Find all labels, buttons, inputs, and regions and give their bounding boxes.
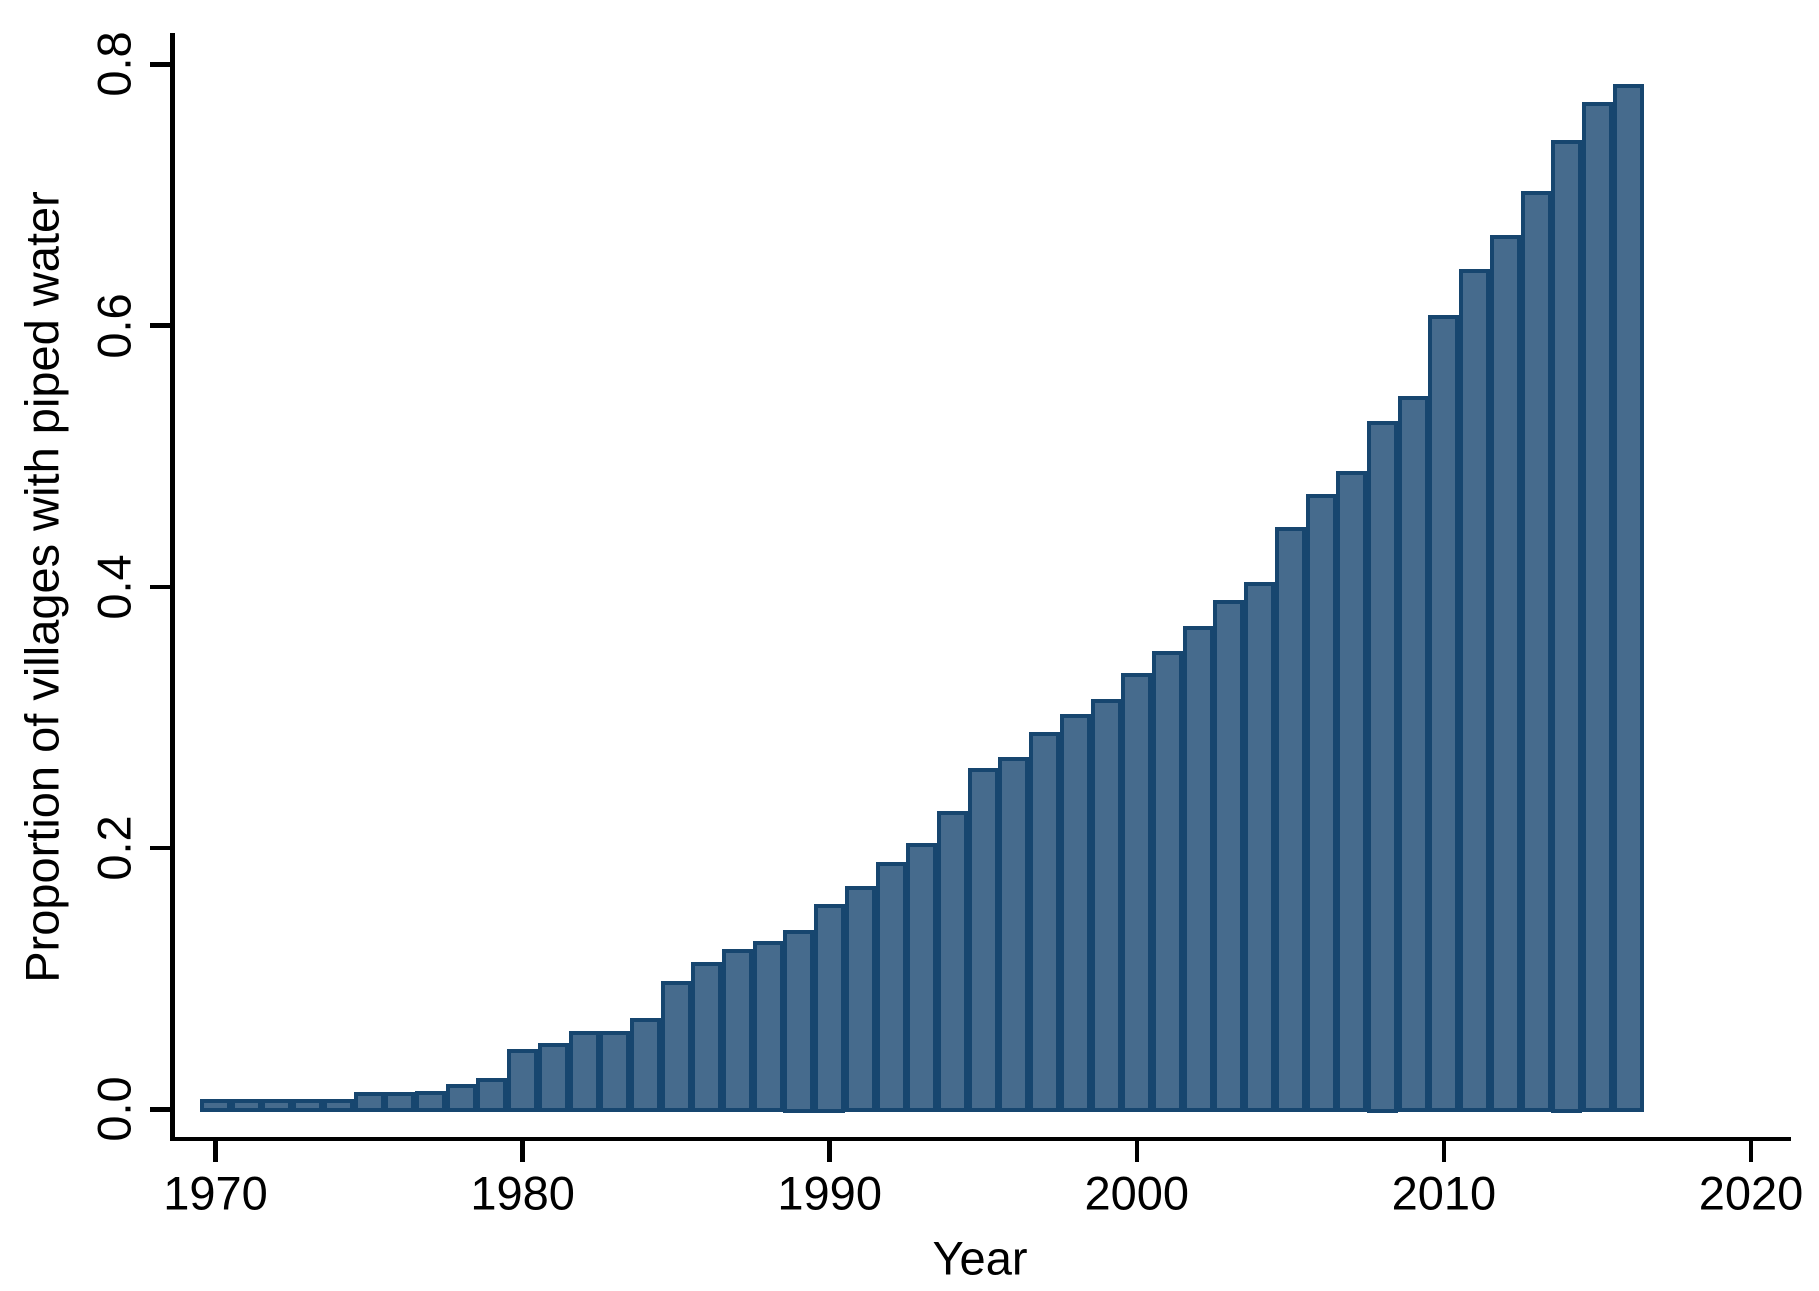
bar-1974 <box>322 1098 354 1113</box>
bar-1989 <box>783 930 815 1113</box>
x-axis-line <box>170 1136 1791 1142</box>
bar-2008 <box>1366 420 1398 1113</box>
y-tick-0.6 <box>149 323 170 328</box>
x-axis-title: Year <box>932 1231 1028 1285</box>
y-tick-label: 0.6 <box>87 292 141 359</box>
bar-1976 <box>384 1092 416 1113</box>
bar-1999 <box>1090 699 1122 1113</box>
y-axis-title: Proportion of villages with piped water <box>15 191 69 983</box>
bar-1984 <box>629 1017 661 1113</box>
bar-1970 <box>200 1098 231 1113</box>
bar-1997 <box>1029 731 1061 1113</box>
bar-1987 <box>722 948 754 1113</box>
bar-2010 <box>1428 315 1460 1113</box>
x-tick-1980 <box>520 1141 525 1162</box>
bar-1977 <box>414 1091 446 1113</box>
bar-2014 <box>1551 140 1583 1113</box>
bar-2004 <box>1244 581 1276 1113</box>
x-tick-label: 1970 <box>163 1166 268 1220</box>
x-tick-2010 <box>1441 1141 1447 1162</box>
bar-1981 <box>537 1042 569 1113</box>
bar-1980 <box>507 1049 539 1113</box>
bar-1986 <box>691 961 723 1113</box>
x-tick-1970 <box>213 1141 218 1162</box>
bar-1983 <box>599 1030 631 1113</box>
y-tick-0.0 <box>149 1107 170 1112</box>
y-tick-label: 0.2 <box>87 815 141 881</box>
bar-2012 <box>1489 235 1521 1113</box>
bar-2005 <box>1274 526 1306 1113</box>
bar-1982 <box>568 1030 600 1113</box>
y-tick-label: 0.4 <box>87 554 141 620</box>
bar-2011 <box>1459 269 1491 1113</box>
bar-2001 <box>1152 650 1183 1113</box>
bar-1978 <box>445 1084 477 1113</box>
bar-2013 <box>1520 191 1552 1113</box>
bar-1973 <box>292 1098 324 1113</box>
bar-1993 <box>906 842 938 1113</box>
x-tick-label: 2010 <box>1391 1166 1497 1220</box>
y-tick-0.8 <box>149 62 170 67</box>
x-tick-label: 1980 <box>470 1166 575 1220</box>
bar-2002 <box>1182 625 1214 1113</box>
bar-2015 <box>1581 102 1613 1113</box>
bar-1988 <box>752 940 784 1113</box>
bar-2007 <box>1336 470 1368 1113</box>
bar-2006 <box>1305 494 1337 1113</box>
x-tick-2020 <box>1748 1141 1754 1162</box>
y-tick-label: 0.8 <box>87 31 141 97</box>
bar-1972 <box>261 1098 293 1113</box>
bar-2016 <box>1612 83 1644 1113</box>
bar-1985 <box>660 981 692 1113</box>
bar-2003 <box>1213 599 1245 1113</box>
bar-1992 <box>875 862 907 1113</box>
bar-1991 <box>844 885 876 1113</box>
bar-2009 <box>1397 396 1429 1113</box>
bar-1995 <box>967 768 999 1113</box>
bar-1971 <box>230 1098 262 1113</box>
bar-1994 <box>937 811 969 1113</box>
bar-1975 <box>353 1092 385 1113</box>
y-tick-0.4 <box>149 584 170 590</box>
y-tick-label: 0.0 <box>87 1076 141 1142</box>
x-tick-1990 <box>827 1141 832 1162</box>
x-tick-label: 2020 <box>1698 1166 1804 1220</box>
bar-1998 <box>1059 713 1091 1113</box>
bar-1990 <box>814 904 846 1113</box>
x-tick-label: 2000 <box>1084 1166 1190 1220</box>
y-tick-0.2 <box>149 845 170 851</box>
x-tick-label: 1990 <box>777 1166 882 1220</box>
y-axis-line <box>170 33 175 1141</box>
bar-1996 <box>998 756 1030 1113</box>
bar-2000 <box>1121 673 1153 1113</box>
x-tick-2000 <box>1134 1141 1140 1162</box>
bar-1979 <box>476 1077 508 1113</box>
